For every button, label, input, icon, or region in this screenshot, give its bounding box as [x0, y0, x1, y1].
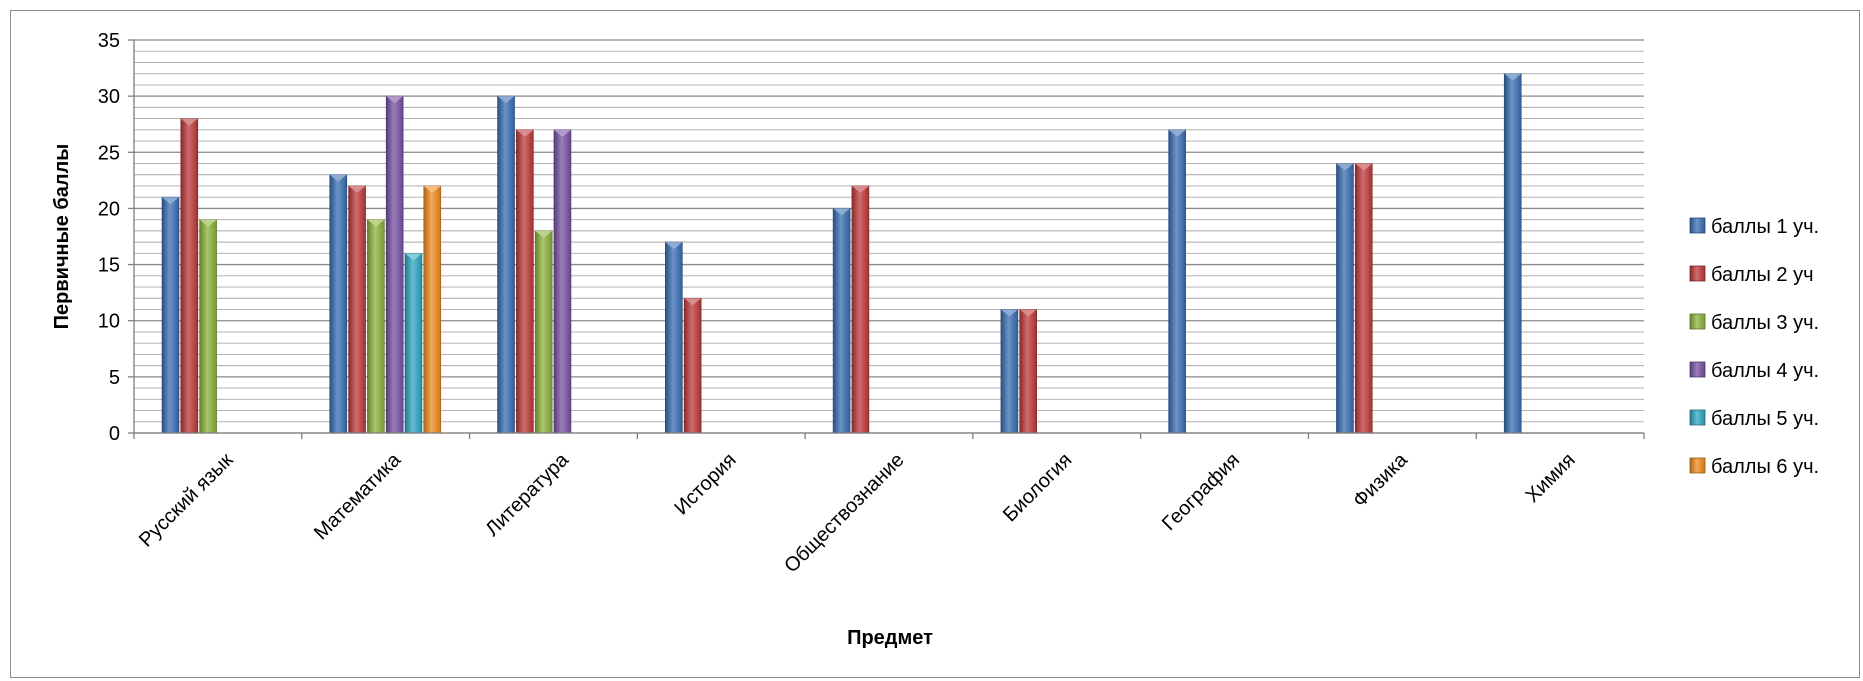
y-tick-labels: 0 5 10 15 20 25 30 35: [98, 30, 120, 445]
bar: [553, 129, 572, 434]
legend-label: баллы 5 уч.: [1711, 408, 1819, 430]
legend-item: баллы 4 уч.: [1689, 360, 1819, 382]
y-tick-label: 35: [98, 30, 120, 52]
x-tick-label: Физика: [1349, 448, 1413, 512]
legend-swatch: [1689, 217, 1706, 234]
legend-label: баллы 3 уч.: [1711, 312, 1819, 334]
bar: [367, 219, 385, 434]
y-tick-label: 5: [109, 367, 120, 389]
x-tick-label: Обществознание: [780, 449, 908, 577]
bar: [1168, 129, 1186, 434]
legend-swatch: [1689, 313, 1706, 330]
legend-swatch: [1689, 409, 1706, 426]
legend-item: баллы 5 уч.: [1689, 408, 1819, 430]
bar: [1503, 73, 1522, 434]
y-tick-label: 0: [109, 423, 120, 445]
y-tick-label: 15: [98, 255, 120, 277]
bar: [665, 241, 683, 434]
y-tick-label: 25: [98, 142, 120, 164]
x-axis-title: Предмет: [847, 627, 933, 649]
bar: [1019, 309, 1037, 434]
x-tick-labels: Русский язык Математика Литература История О…: [135, 448, 1580, 577]
bar: [534, 230, 553, 434]
bar: [180, 118, 199, 434]
legend-swatch: [1689, 265, 1706, 282]
legend-label: баллы 2 уч: [1711, 264, 1814, 286]
bar: [199, 219, 217, 434]
y-axis-title: Первичные баллы: [51, 144, 73, 330]
bar: [1354, 163, 1373, 434]
legend-swatch: [1689, 361, 1706, 378]
x-tick-label: История: [670, 449, 740, 519]
legend-label: баллы 4 уч.: [1711, 360, 1819, 382]
bar: [1336, 163, 1354, 434]
bar: [516, 129, 534, 434]
bar: [329, 174, 348, 434]
chart-frame: [10, 10, 1860, 678]
bar: [404, 253, 423, 434]
x-tick-label: Химия: [1521, 449, 1579, 507]
x-tick-label: Литература: [481, 448, 573, 540]
legend-item: баллы 2 уч: [1689, 264, 1814, 286]
bar: [832, 208, 851, 434]
bar: [497, 95, 515, 434]
x-tick-label: География: [1158, 449, 1244, 535]
legend-label: баллы 6 уч.: [1711, 456, 1819, 478]
legend-label: баллы 1 уч.: [1711, 216, 1819, 238]
bar: [385, 95, 404, 434]
x-tick-label: Русский язык: [135, 449, 238, 552]
x-tick-label: Математика: [310, 448, 406, 544]
legend-swatch: [1689, 457, 1706, 474]
bar: [161, 196, 180, 434]
legend-item: баллы 6 уч.: [1689, 456, 1819, 478]
y-tick-label: 20: [98, 198, 120, 220]
legend-item: баллы 3 уч.: [1689, 312, 1819, 334]
y-tick-label: 30: [98, 86, 120, 108]
axes: [128, 39, 1645, 439]
bar: [851, 185, 870, 434]
bar: [1000, 309, 1019, 434]
bar: [423, 185, 442, 434]
y-tick-label: 10: [98, 311, 120, 333]
legend: баллы 1 уч. баллы 2 уч баллы 3 уч. баллы 4 …: [1689, 216, 1819, 478]
bar: [348, 185, 366, 434]
x-tick-label: Биология: [999, 449, 1076, 526]
bar: [683, 297, 702, 434]
legend-item: баллы 1 уч.: [1689, 216, 1819, 238]
